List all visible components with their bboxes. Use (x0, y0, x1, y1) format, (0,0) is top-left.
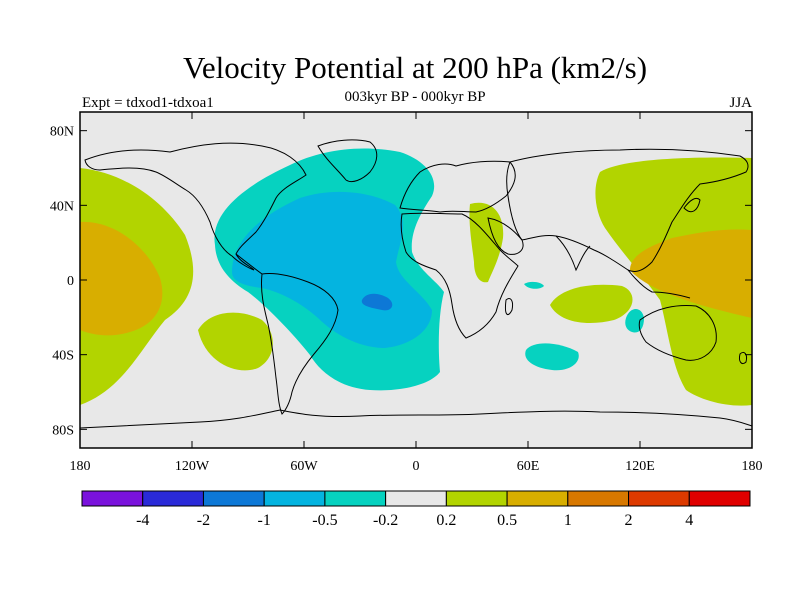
colorbar-swatch (688, 490, 751, 507)
colorbar-label: -1 (258, 512, 271, 529)
lat-tick-label: 40S (52, 349, 74, 364)
colorbar-swatch (202, 490, 265, 507)
lon-tick-label: 60E (517, 459, 540, 474)
lat-tick-label: 40N (50, 199, 74, 214)
lon-tick-label: 120W (175, 459, 210, 474)
negative-region-core (361, 293, 393, 311)
coastlines (80, 139, 752, 429)
coast-north-america (84, 142, 307, 271)
colorbar-swatch (142, 490, 204, 507)
lat-tick-label: 80N (50, 125, 74, 140)
colorbar-swatch (445, 490, 508, 507)
colorbar-swatch (506, 490, 569, 507)
coast-asia (506, 148, 749, 273)
positive-region-south-indian-ocean (550, 284, 633, 324)
colorbar-swatch (263, 490, 326, 507)
lon-tick-label: 120E (625, 459, 655, 474)
lon-tick-label: 60W (290, 459, 318, 474)
lat-tick-label: 0 (67, 274, 74, 289)
colorbar-swatch (324, 490, 387, 507)
lat-tick-label: 80S (52, 423, 74, 438)
lon-tick-label: 0 (413, 459, 420, 474)
coast-europe (399, 160, 516, 213)
coast-south-america (261, 273, 339, 415)
colorbar-swatch (628, 490, 690, 507)
colorbar-swatch (567, 490, 630, 507)
colorbar-label: -4 (136, 512, 149, 529)
coast-africa (400, 212, 519, 339)
coast-central-america (235, 253, 263, 275)
season-label: JJA (729, 95, 752, 111)
colorbar-swatch (81, 490, 144, 507)
longitude-axis: 180 120W 60W 0 60E 120E 180 (70, 112, 763, 474)
coast-india (555, 235, 591, 272)
colorbar-label: -0.5 (312, 512, 337, 529)
lon-tick-label: 180 (742, 459, 763, 474)
strong-positive-region-warm-pool (630, 229, 752, 318)
coast-greenland (317, 139, 378, 183)
coast-australia (638, 305, 717, 361)
colorbar-label: 4 (685, 512, 693, 529)
coast-antarctica (80, 409, 752, 429)
coast-arabia (487, 217, 524, 255)
coast-new-zealand (739, 351, 747, 365)
strong-positive-region-west-pacific (80, 221, 163, 336)
coast-southeast-asia (627, 269, 691, 299)
colorbar-label: -2 (197, 512, 210, 529)
colorbar-label: 0.5 (497, 512, 517, 529)
coast-madagascar (505, 297, 513, 316)
coast-japan (683, 197, 701, 213)
colorbar-swatch (385, 490, 447, 507)
positive-region-south-pacific (198, 312, 273, 371)
colorbar-label: 1 (564, 512, 572, 529)
positive-region-arabia (469, 202, 504, 283)
chart-subtitle: 003kyr BP - 000kyr BP (344, 89, 486, 105)
experiment-label: Expt = tdxod1-tdxoa1 (82, 95, 214, 111)
negative-region-arabian-sea (524, 281, 544, 289)
latitude-axis: 80N 40N 0 40S 80S (50, 125, 752, 438)
colorbar-label: -0.2 (373, 512, 398, 529)
colorbar-label: 2 (625, 512, 633, 529)
negative-region-south-atlantic-indian (525, 343, 579, 371)
colorbar-label: 0.2 (436, 512, 456, 529)
lon-tick-label: 180 (70, 459, 91, 474)
chart-title: Velocity Potential at 200 hPa (km2/s) (182, 50, 648, 85)
